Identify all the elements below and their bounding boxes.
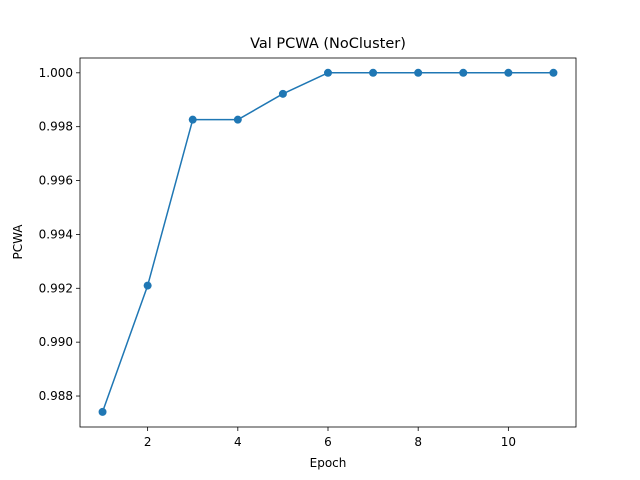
y-tick-label: 1.000 [39,66,73,80]
data-point [504,68,513,77]
x-tick-label: 6 [324,435,332,449]
data-point [143,281,152,290]
y-tick-label: 0.992 [39,281,73,295]
y-axis: 0.988 0.990 0.992 0.994 0.996 0.998 1.000 [39,66,80,403]
data-point [549,68,558,77]
y-axis-label: PCWA [11,224,25,260]
data-point [324,68,332,77]
y-tick-label: 0.988 [39,389,73,403]
data-point [414,68,423,77]
y-tick-label: 0.994 [39,227,73,241]
y-tick-label: 0.990 [39,335,73,349]
x-tick-label: 4 [234,435,242,449]
chart-title: Val PCWA (NoCluster) [250,36,406,52]
data-point [188,115,197,124]
x-axis-label: Epoch [310,456,347,470]
data-point [233,115,242,124]
plot-area [98,68,558,416]
x-tick-label: 10 [501,435,516,449]
x-axis: 2 4 6 8 10 [144,427,516,449]
data-point [278,89,287,98]
x-tick-label: 8 [414,435,422,449]
data-point [369,68,378,77]
x-tick-label: 2 [144,435,152,449]
data-point [98,407,107,416]
y-tick-label: 0.998 [39,120,73,134]
y-tick-label: 0.996 [39,174,73,188]
data-point [459,68,468,77]
